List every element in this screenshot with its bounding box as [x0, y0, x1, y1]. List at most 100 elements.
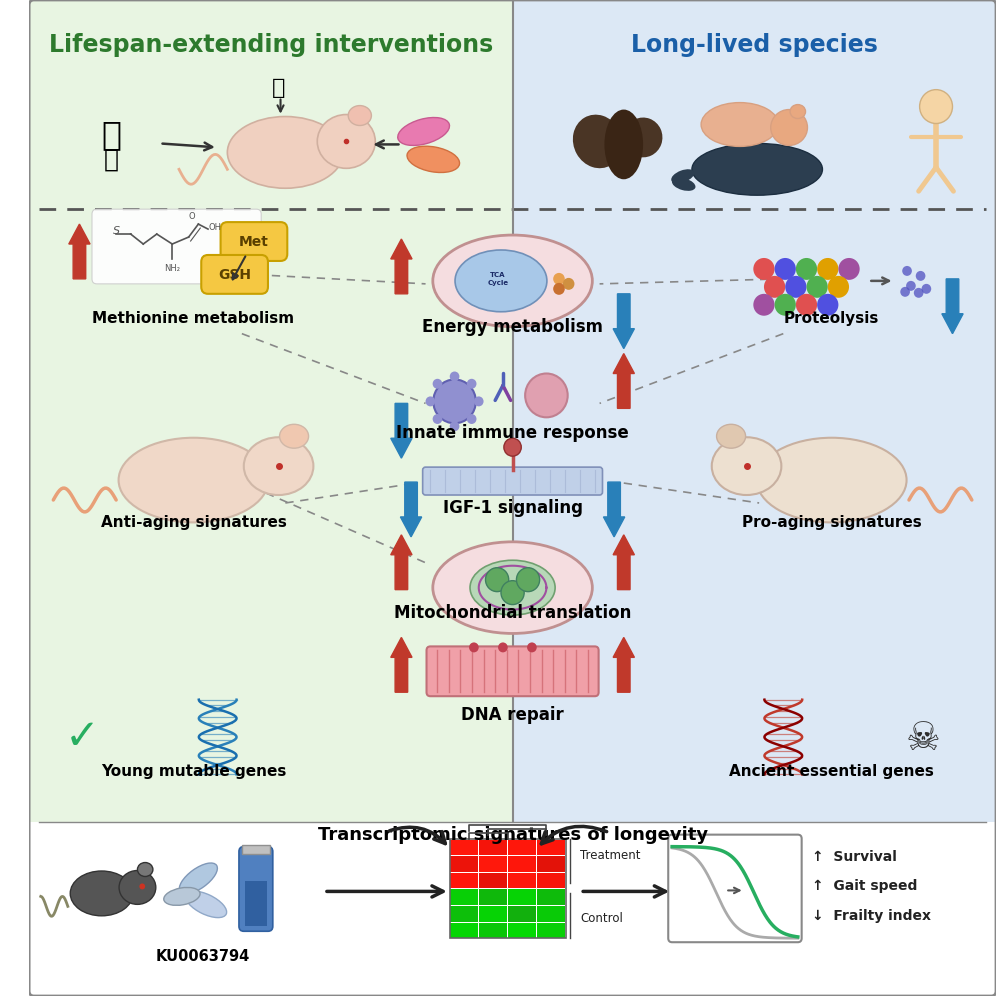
Bar	[450, 840, 478, 856]
Text: DNA repair: DNA repair	[461, 706, 564, 724]
FancyArrow shape	[614, 637, 634, 692]
Circle shape	[817, 294, 839, 316]
FancyBboxPatch shape	[422, 467, 603, 495]
Text: IGF-1 signaling: IGF-1 signaling	[442, 499, 583, 517]
Bar	[537, 906, 565, 921]
FancyArrow shape	[400, 482, 421, 537]
Bar	[450, 872, 478, 888]
FancyArrow shape	[614, 294, 634, 349]
Ellipse shape	[712, 437, 781, 495]
Bar	[450, 906, 478, 921]
Bar	[245, 881, 267, 926]
Bar	[508, 840, 536, 856]
Bar	[29, 0, 513, 209]
Text: ↓  Frailty index: ↓ Frailty index	[813, 909, 931, 923]
FancyArrow shape	[604, 482, 624, 537]
Bar	[508, 906, 536, 921]
Bar	[513, 0, 996, 209]
Circle shape	[796, 258, 817, 280]
Ellipse shape	[397, 118, 449, 145]
Circle shape	[485, 568, 509, 592]
Circle shape	[527, 642, 537, 652]
Circle shape	[450, 372, 459, 381]
FancyArrow shape	[390, 239, 412, 294]
Circle shape	[919, 90, 952, 124]
Bar	[537, 872, 565, 888]
Bar	[479, 906, 507, 921]
Ellipse shape	[455, 250, 547, 312]
Bar	[508, 889, 536, 905]
Text: KU0063794: KU0063794	[156, 948, 250, 964]
Text: OH: OH	[208, 222, 221, 232]
Circle shape	[553, 283, 565, 295]
Ellipse shape	[672, 177, 695, 191]
Circle shape	[902, 266, 912, 276]
Text: ↑  Gait speed: ↑ Gait speed	[813, 879, 917, 893]
Text: GSH: GSH	[218, 268, 252, 282]
Circle shape	[817, 258, 839, 280]
Ellipse shape	[757, 437, 906, 522]
Circle shape	[553, 273, 565, 285]
FancyArrow shape	[614, 535, 634, 590]
Text: ☠: ☠	[906, 720, 941, 758]
Bar	[537, 889, 565, 905]
Ellipse shape	[470, 560, 555, 615]
Bar	[479, 872, 507, 888]
FancyBboxPatch shape	[92, 209, 261, 284]
FancyBboxPatch shape	[239, 847, 273, 931]
Circle shape	[501, 581, 524, 605]
Text: Anti-aging signatures: Anti-aging signatures	[101, 515, 287, 531]
Circle shape	[764, 276, 785, 298]
Circle shape	[432, 378, 442, 388]
Bar	[450, 857, 478, 872]
Circle shape	[525, 374, 568, 417]
FancyArrow shape	[390, 403, 412, 458]
Circle shape	[467, 414, 476, 424]
Circle shape	[474, 396, 484, 406]
Circle shape	[753, 294, 775, 316]
Text: ↑  Survival: ↑ Survival	[813, 850, 897, 864]
Ellipse shape	[137, 863, 153, 876]
Ellipse shape	[671, 169, 694, 183]
Circle shape	[921, 284, 931, 294]
Circle shape	[433, 379, 476, 423]
Ellipse shape	[163, 887, 200, 905]
Text: Mitochondrial translation: Mitochondrial translation	[393, 604, 631, 622]
Text: Innate immune response: Innate immune response	[396, 424, 628, 442]
Bar	[508, 922, 536, 938]
Bar	[29, 209, 513, 822]
Ellipse shape	[771, 110, 808, 145]
Ellipse shape	[179, 863, 217, 894]
Ellipse shape	[716, 424, 746, 448]
Bar	[537, 922, 565, 938]
Bar	[537, 840, 565, 856]
Text: Long-lived species: Long-lived species	[630, 33, 877, 57]
FancyBboxPatch shape	[668, 835, 802, 942]
Circle shape	[504, 438, 521, 456]
Ellipse shape	[120, 871, 155, 904]
Text: Lifespan-extending interventions: Lifespan-extending interventions	[49, 33, 493, 57]
Bar	[479, 889, 507, 905]
Bar	[29, 822, 996, 996]
Circle shape	[913, 288, 923, 298]
Circle shape	[425, 396, 435, 406]
Bar	[508, 857, 536, 872]
Text: Proteolysis: Proteolysis	[784, 311, 879, 327]
Text: ✓: ✓	[65, 716, 100, 758]
Circle shape	[785, 276, 807, 298]
Circle shape	[469, 642, 479, 652]
Text: 🧬: 🧬	[272, 78, 285, 98]
Text: Control: Control	[581, 911, 623, 925]
FancyArrow shape	[69, 224, 90, 279]
Circle shape	[139, 883, 145, 889]
Text: Young mutable genes: Young mutable genes	[101, 764, 286, 780]
FancyArrow shape	[942, 279, 963, 334]
Circle shape	[900, 287, 910, 297]
Ellipse shape	[433, 542, 593, 633]
Bar	[450, 922, 478, 938]
Text: O: O	[188, 212, 195, 221]
Ellipse shape	[244, 437, 314, 495]
Text: NH₂: NH₂	[164, 264, 180, 273]
Circle shape	[807, 276, 828, 298]
Circle shape	[906, 281, 915, 291]
